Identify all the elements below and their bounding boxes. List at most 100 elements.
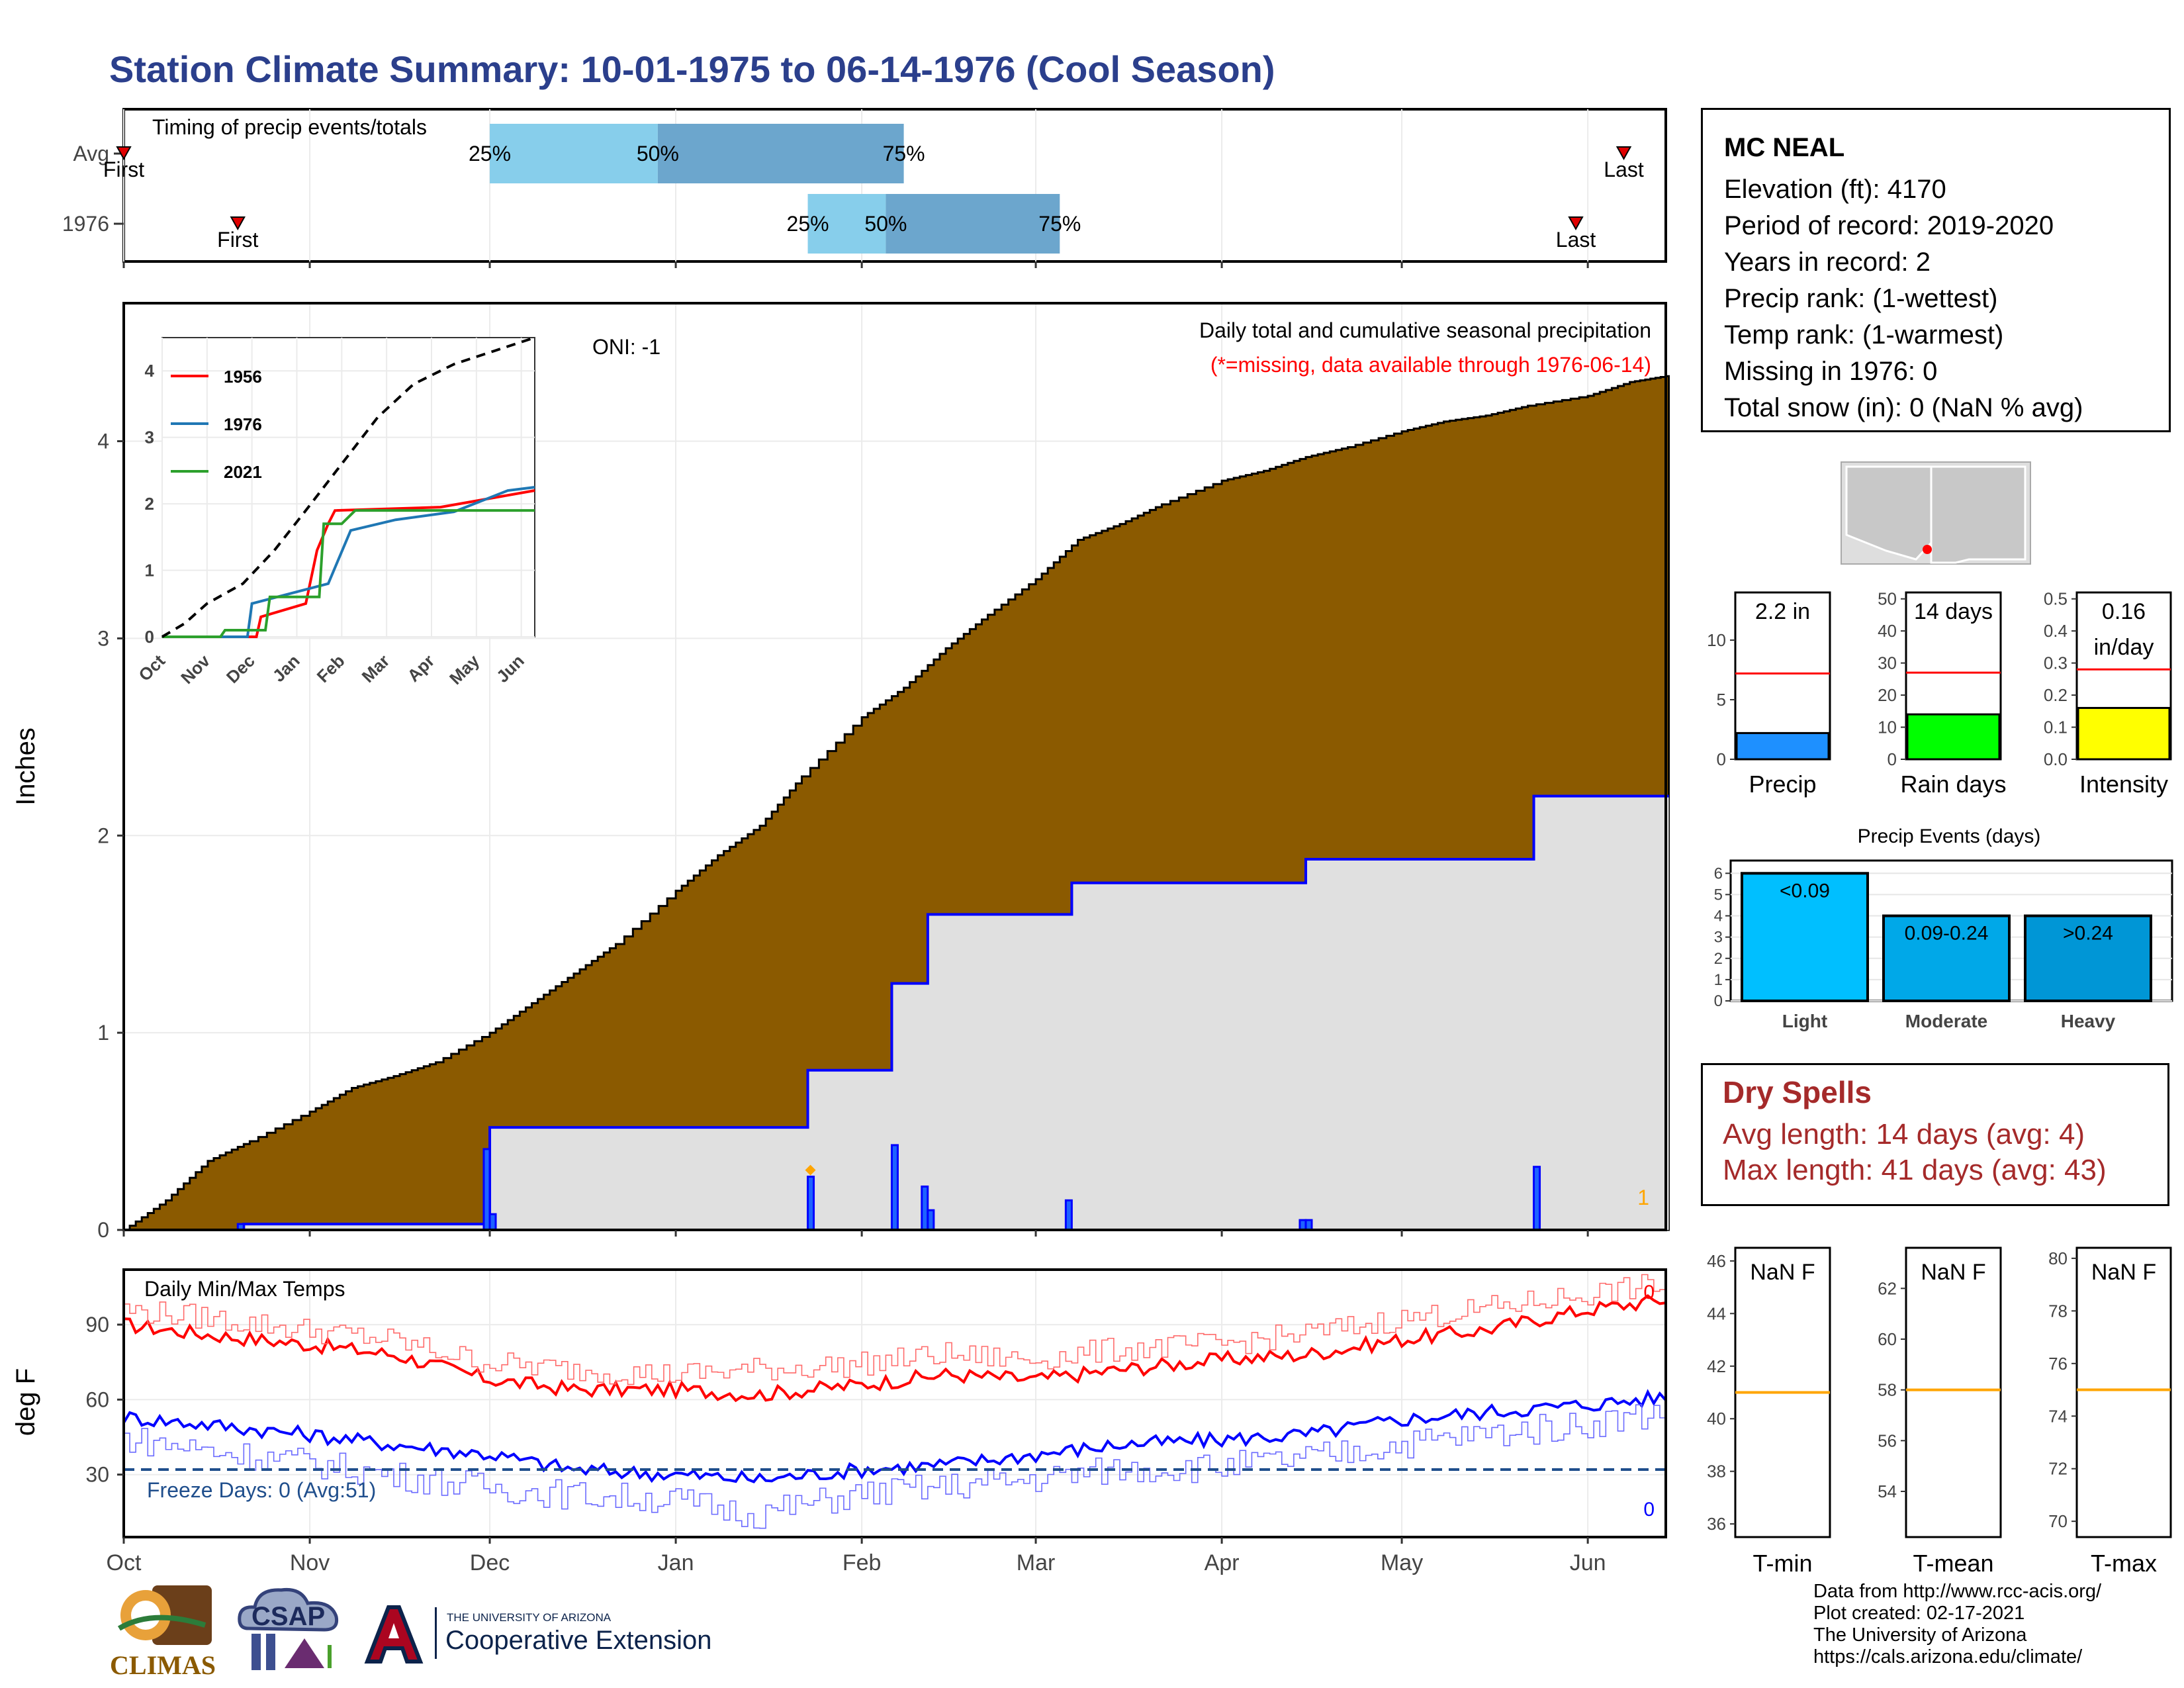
main-title: Daily total and cumulative seasonal prec…	[1199, 318, 1651, 342]
temp-box-frame	[1905, 1246, 2002, 1538]
inset-legend-label: 2021	[224, 462, 262, 482]
timing-panel: Timing of precip events/totals Avg 25% 50% 7…	[62, 108, 1667, 268]
inset-ytick-label: 0	[145, 627, 154, 647]
temp-box-value: NaN F	[1750, 1260, 1815, 1285]
mini-ytick-label: 10	[1878, 718, 1897, 737]
location-map	[1841, 461, 2031, 565]
temp-box-ytick-label: 56	[1878, 1430, 1897, 1450]
1976-min-line	[123, 1404, 1666, 1529]
daily-precip-bar	[807, 1176, 815, 1231]
timing-p50-label: 50%	[864, 212, 907, 236]
timing-last-label: Last	[1556, 228, 1596, 252]
dry-spells-avg: Avg length: 14 days (avg: 4)	[1723, 1118, 2085, 1150]
events-bar-label: >0.24	[2063, 923, 2113, 945]
mini-ytick-label: 0.0	[2044, 749, 2068, 769]
temp-box-ytick-label: 78	[2048, 1301, 2068, 1321]
events-bar-label: 0.09-0.24	[1905, 923, 1989, 945]
events-bar	[1741, 872, 1869, 1002]
temp-box-ytick-label: 62	[1878, 1278, 1897, 1298]
daily-precip-bar	[927, 1209, 935, 1231]
month-tick-label: Jun	[1570, 1550, 1606, 1575]
inset-series-line	[162, 509, 535, 638]
mini-value-bar	[1735, 731, 1830, 761]
temp-box-ytick-label: 60	[1878, 1329, 1897, 1349]
events-ytick-label: 3	[1714, 929, 1723, 947]
inset-series-line	[162, 486, 535, 638]
1976-max-line	[123, 1274, 1666, 1385]
credit-line: Plot created: 02-17-2021	[1813, 1603, 2025, 1624]
daily-precip-bar	[488, 1213, 497, 1231]
credit-line: Data from http://www.rcc-acis.org/	[1813, 1581, 2102, 1602]
station-missing: Missing in 1976: 0	[1724, 357, 1938, 386]
climas-logo-text: CLIMAS	[110, 1650, 216, 1680]
inset-ytick-label: 2	[145, 494, 154, 514]
precip-events-panel: Precip Events (days) 0 1 2 3 4 5 6 <0.09 Light 0.0…	[1714, 825, 2173, 1031]
temps-missing-min: 0	[1643, 1499, 1655, 1521]
main-ytick-label: 3	[97, 626, 109, 650]
csap-emblem-icon	[238, 1587, 339, 1670]
inset-ytick-label: 3	[145, 428, 154, 447]
inset-ytick-label: 1	[145, 561, 154, 581]
daily-precip-bar	[890, 1144, 899, 1231]
avg-max-line	[123, 1293, 1666, 1403]
events-category-label: Moderate	[1905, 1011, 1987, 1031]
timing-title: Timing of precip events/totals	[152, 115, 427, 139]
timing-first-label: First	[103, 158, 144, 181]
ua-big-text: Cooperative Extension	[445, 1626, 712, 1655]
timing-first-marker	[116, 146, 132, 161]
ua-small-text: THE UNIVERSITY OF ARIZONA	[447, 1611, 612, 1624]
mini-ytick-label: 30	[1878, 653, 1897, 673]
temp-box-value: NaN F	[2091, 1260, 2156, 1285]
mini-ytick-label: 40	[1878, 621, 1897, 641]
temps-missing-max: 0	[1643, 1282, 1655, 1303]
events-ytick-label: 5	[1714, 886, 1723, 904]
events-ytick-label: 4	[1714, 908, 1723, 925]
mini-ytick-label: 0.4	[2044, 621, 2068, 641]
temp-box-ytick-label: 42	[1707, 1356, 1726, 1376]
events-ytick-label: 2	[1714, 950, 1723, 968]
temp-box-value: NaN F	[1921, 1260, 1985, 1285]
mini-ytick-label: 0.3	[2044, 653, 2068, 673]
timing-bar-25-50	[490, 124, 658, 183]
main-ytick-label: 0	[97, 1218, 109, 1242]
station-temp-rank: Temp rank: (1-warmest)	[1724, 320, 2004, 350]
timing-first-marker	[230, 216, 246, 231]
credit-line: The University of Arizona	[1813, 1624, 2027, 1646]
credit-line: https://cals.arizona.edu/climate/	[1813, 1646, 2083, 1667]
mini-value-label: 2.2 in	[1755, 599, 1810, 624]
mini-ytick-label: 20	[1878, 685, 1897, 705]
timing-bar-50-75	[886, 194, 1060, 254]
timing-p75-label: 75%	[883, 142, 925, 165]
main-subtitle: (*=missing, data available through 1976-…	[1210, 353, 1651, 377]
temp-box-ytick-label: 72	[2048, 1459, 2068, 1479]
events-category-label: Heavy	[2061, 1011, 2116, 1031]
mini-ytick-label: 10	[1707, 630, 1726, 650]
timing-row-label: 1976	[62, 212, 109, 236]
month-tick-label: Dec	[470, 1550, 510, 1575]
inset-series-line	[161, 336, 535, 638]
timing-last-marker	[1615, 146, 1632, 161]
events-ytick-label: 6	[1714, 865, 1723, 882]
missing-data-marker	[805, 1164, 816, 1176]
main-ylabel: Inches	[11, 727, 40, 806]
inset-legend-label: 1956	[224, 367, 262, 387]
mini-ytick-label: 5	[1717, 690, 1726, 710]
dry-spells-max: Max length: 41 days (avg: 43)	[1723, 1154, 2107, 1186]
mini-ytick-label: 0	[1717, 749, 1726, 769]
temp-box-ytick-label: 70	[2048, 1511, 2068, 1531]
page-title: Station Climate Summary: 10-01-1975 to 0…	[109, 48, 1275, 90]
daily-precip-bar	[1304, 1219, 1313, 1231]
temps-ytick-label: 90	[85, 1313, 109, 1336]
events-title: Precip Events (days)	[1858, 825, 2041, 847]
temp-box-ytick-label: 76	[2048, 1354, 2068, 1374]
mini-value-label: in/day	[2094, 635, 2154, 660]
main-frame	[122, 302, 1667, 1231]
csap-logo: CSAP	[232, 1582, 351, 1681]
station-elevation: Elevation (ft): 4170	[1724, 175, 1946, 204]
inset-frame	[161, 337, 535, 637]
timing-last-marker	[1568, 216, 1584, 231]
month-tick-label: Oct	[107, 1550, 142, 1575]
timing-p25-label: 25%	[787, 212, 829, 236]
